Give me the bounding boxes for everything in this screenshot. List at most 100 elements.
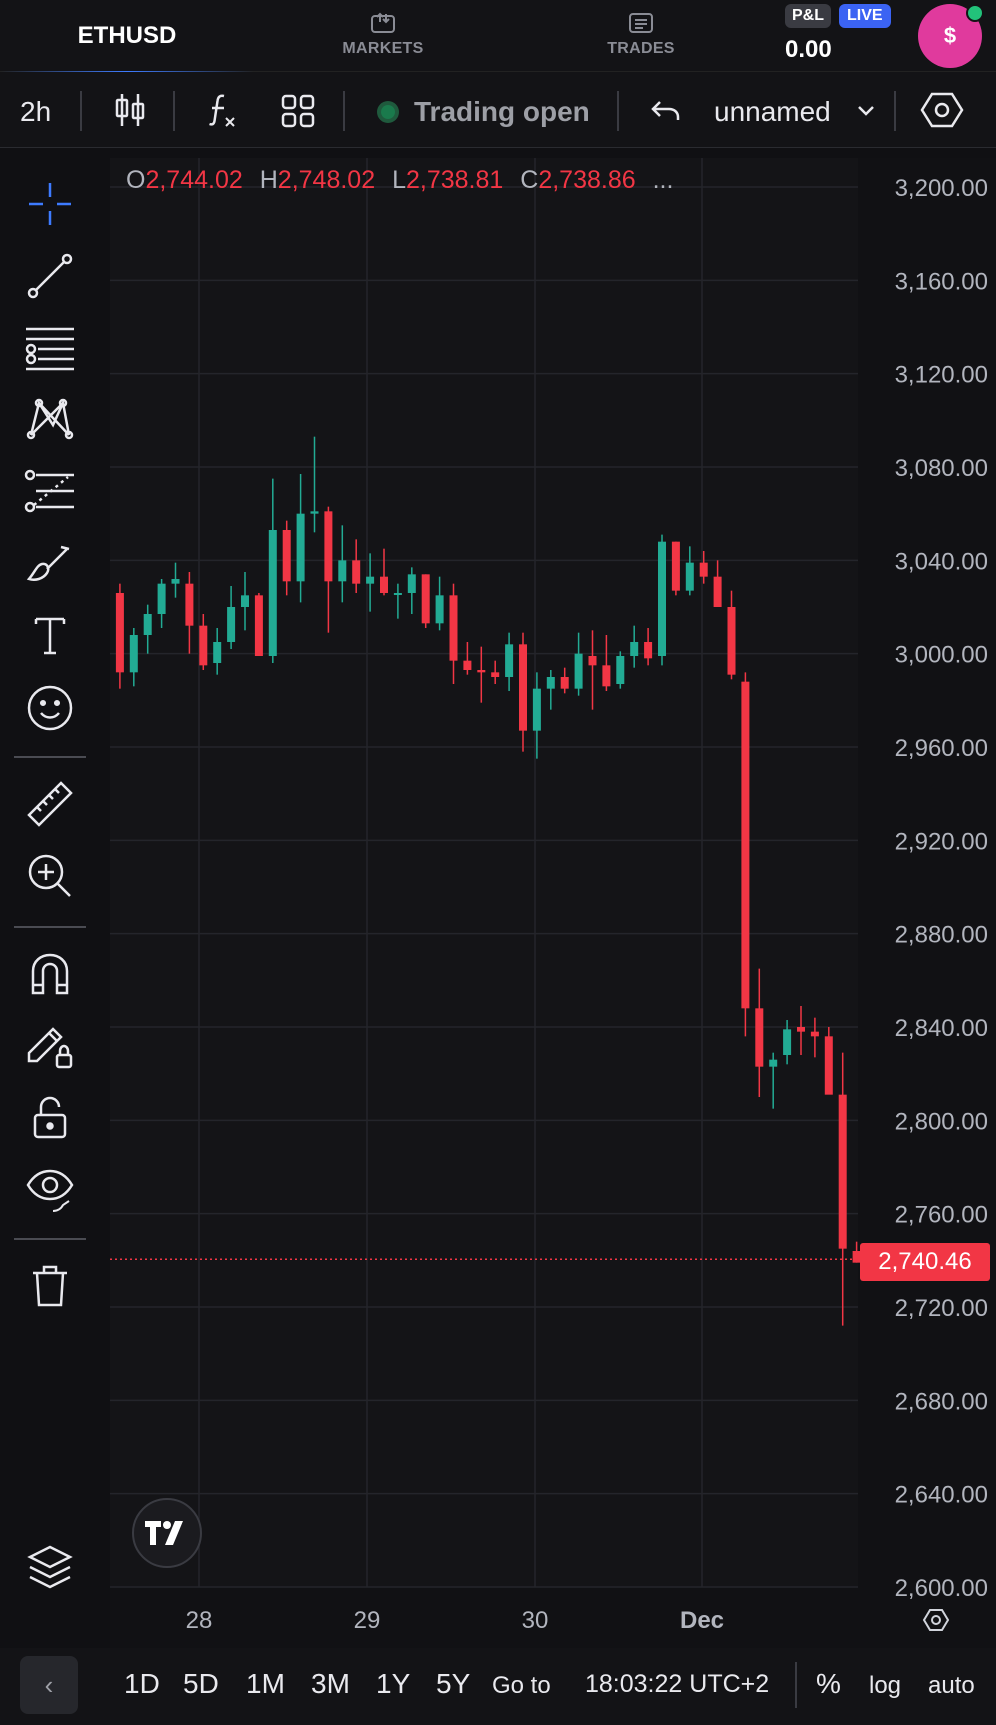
undo-icon[interactable] bbox=[648, 90, 684, 130]
text-tool[interactable] bbox=[20, 606, 80, 666]
candle-body bbox=[435, 595, 444, 624]
log-scale-toggle[interactable]: log bbox=[869, 1672, 902, 1699]
time-axis-background bbox=[110, 1587, 996, 1648]
candle-body bbox=[644, 642, 653, 659]
x-tick-label: 29 bbox=[354, 1607, 381, 1634]
x-tick-label: 30 bbox=[522, 1607, 549, 1634]
trading-status-dot bbox=[377, 101, 399, 123]
patterns-tool[interactable] bbox=[20, 390, 80, 450]
settings-hexagon-icon[interactable] bbox=[920, 90, 964, 130]
candle-body bbox=[199, 625, 208, 666]
unlock-tool[interactable] bbox=[20, 1088, 80, 1148]
y-tick-label: 3,200.00 bbox=[895, 175, 988, 202]
trend-line-icon bbox=[27, 253, 73, 299]
candle-body bbox=[380, 576, 388, 593]
candle-body bbox=[268, 530, 277, 656]
axis-settings-icon-center bbox=[931, 1615, 941, 1625]
collapse-button[interactable]: ‹ bbox=[20, 1656, 78, 1714]
candlestick-chart[interactable]: 3,200.00 3,160.00 3,120.00 3,080.00 3,040.00… bbox=[110, 158, 996, 1648]
candle-body bbox=[296, 513, 305, 582]
go-to-date-button[interactable]: Go to bbox=[492, 1672, 551, 1699]
auto-scale-toggle[interactable]: auto bbox=[928, 1672, 975, 1699]
ruler-tool[interactable] bbox=[20, 774, 80, 834]
candle-body bbox=[407, 574, 416, 593]
clock-timezone[interactable]: 18:03:22 UTC+2 bbox=[585, 1670, 770, 1698]
layouts-grid-icon[interactable] bbox=[280, 90, 316, 130]
trading-status: Trading open bbox=[414, 96, 590, 127]
pnl-widget[interactable]: P&L LIVE 0.00 bbox=[782, 4, 912, 64]
candle-body bbox=[463, 660, 472, 670]
trades-tab[interactable]: TRADES bbox=[566, 8, 716, 64]
candles-icon[interactable] bbox=[112, 90, 148, 130]
range-5d[interactable]: 5D bbox=[183, 1668, 219, 1699]
toolbar-divider bbox=[173, 91, 175, 131]
candle-body bbox=[393, 593, 402, 595]
layout-name[interactable]: unnamed bbox=[714, 96, 831, 127]
brush-tool[interactable] bbox=[20, 534, 80, 594]
chevron-down-icon[interactable] bbox=[854, 90, 878, 130]
chart-toolbar: 2h Trading open unnamed bbox=[0, 72, 996, 148]
candle-body bbox=[699, 562, 708, 577]
open-label: O bbox=[126, 166, 146, 194]
magnet-tool[interactable] bbox=[20, 944, 80, 1004]
candle-body bbox=[532, 688, 541, 731]
candle-body bbox=[143, 614, 152, 635]
high-label: H bbox=[259, 166, 278, 194]
axis-settings-icon[interactable] bbox=[922, 1609, 950, 1631]
indicators-fx-icon[interactable] bbox=[204, 90, 240, 130]
y-tick-label: 3,160.00 bbox=[895, 268, 988, 295]
y-tick-label: 2,720.00 bbox=[895, 1295, 988, 1322]
tradingview-logo[interactable] bbox=[132, 1498, 202, 1568]
remove-drawings-tool[interactable] bbox=[20, 1256, 80, 1316]
candle-body bbox=[797, 1027, 805, 1032]
symbol-tab-label: ETHUSD bbox=[77, 22, 177, 49]
candle-body bbox=[491, 672, 500, 677]
object-tree-tool[interactable] bbox=[20, 1536, 80, 1596]
candle-body bbox=[630, 642, 639, 656]
candle-body bbox=[546, 677, 555, 689]
range-3m[interactable]: 3M bbox=[311, 1668, 350, 1699]
candle-body bbox=[769, 1059, 778, 1067]
candle-body bbox=[213, 642, 222, 663]
projection-tool[interactable] bbox=[20, 462, 80, 522]
markets-tab[interactable]: MARKETS bbox=[308, 8, 458, 64]
crosshair-tool[interactable] bbox=[20, 174, 80, 234]
emoji-tool[interactable] bbox=[20, 678, 80, 738]
percent-scale-toggle[interactable]: % bbox=[816, 1668, 841, 1699]
zoom-in-icon bbox=[28, 854, 71, 897]
interval-selector[interactable]: 2h bbox=[20, 96, 52, 127]
y-tick-label: 2,600.00 bbox=[895, 1575, 988, 1602]
range-5y[interactable]: 5Y bbox=[436, 1668, 471, 1699]
y-tick-label: 3,120.00 bbox=[895, 362, 988, 389]
toolbar-divider bbox=[80, 91, 82, 131]
zoom-tool[interactable] bbox=[20, 846, 80, 906]
symbol-tab[interactable]: ETHUSD bbox=[0, 0, 254, 73]
trend-line-tool[interactable] bbox=[20, 246, 80, 306]
tool-divider bbox=[14, 926, 86, 928]
y-tick-label: 2,880.00 bbox=[895, 922, 988, 949]
lock-drawing-tool[interactable] bbox=[20, 1016, 80, 1076]
candle-body bbox=[602, 665, 611, 687]
pnl-value: 0.00 bbox=[785, 36, 832, 63]
eye-icon bbox=[26, 1169, 74, 1212]
candle-body bbox=[574, 653, 583, 689]
top-nav-bar: ETHUSD MARKETS TRADES P&L LIVE 0.00 $ bbox=[0, 0, 996, 73]
candle-body bbox=[282, 530, 291, 582]
range-1m[interactable]: 1M bbox=[246, 1668, 285, 1699]
y-tick-label: 2,840.00 bbox=[895, 1015, 988, 1042]
chart-pane[interactable]: 3,200.00 3,160.00 3,120.00 3,080.00 3,040.00… bbox=[110, 158, 996, 1648]
range-1d[interactable]: 1D bbox=[124, 1668, 160, 1699]
tool-divider bbox=[14, 756, 86, 758]
lock-drawing-icon bbox=[27, 1027, 73, 1069]
visibility-tool[interactable] bbox=[20, 1160, 80, 1220]
toolbar-divider bbox=[617, 91, 619, 131]
x-tick-label: 28 bbox=[186, 1607, 213, 1634]
y-tick-label: 3,000.00 bbox=[895, 642, 988, 669]
candle-body bbox=[685, 562, 694, 591]
fib-tool[interactable] bbox=[20, 318, 80, 378]
candle-body bbox=[366, 576, 375, 584]
candle-body bbox=[352, 560, 361, 584]
range-1y[interactable]: 1Y bbox=[376, 1668, 411, 1699]
emoji-icon bbox=[27, 685, 73, 731]
legend-more[interactable]: ... bbox=[652, 166, 674, 194]
